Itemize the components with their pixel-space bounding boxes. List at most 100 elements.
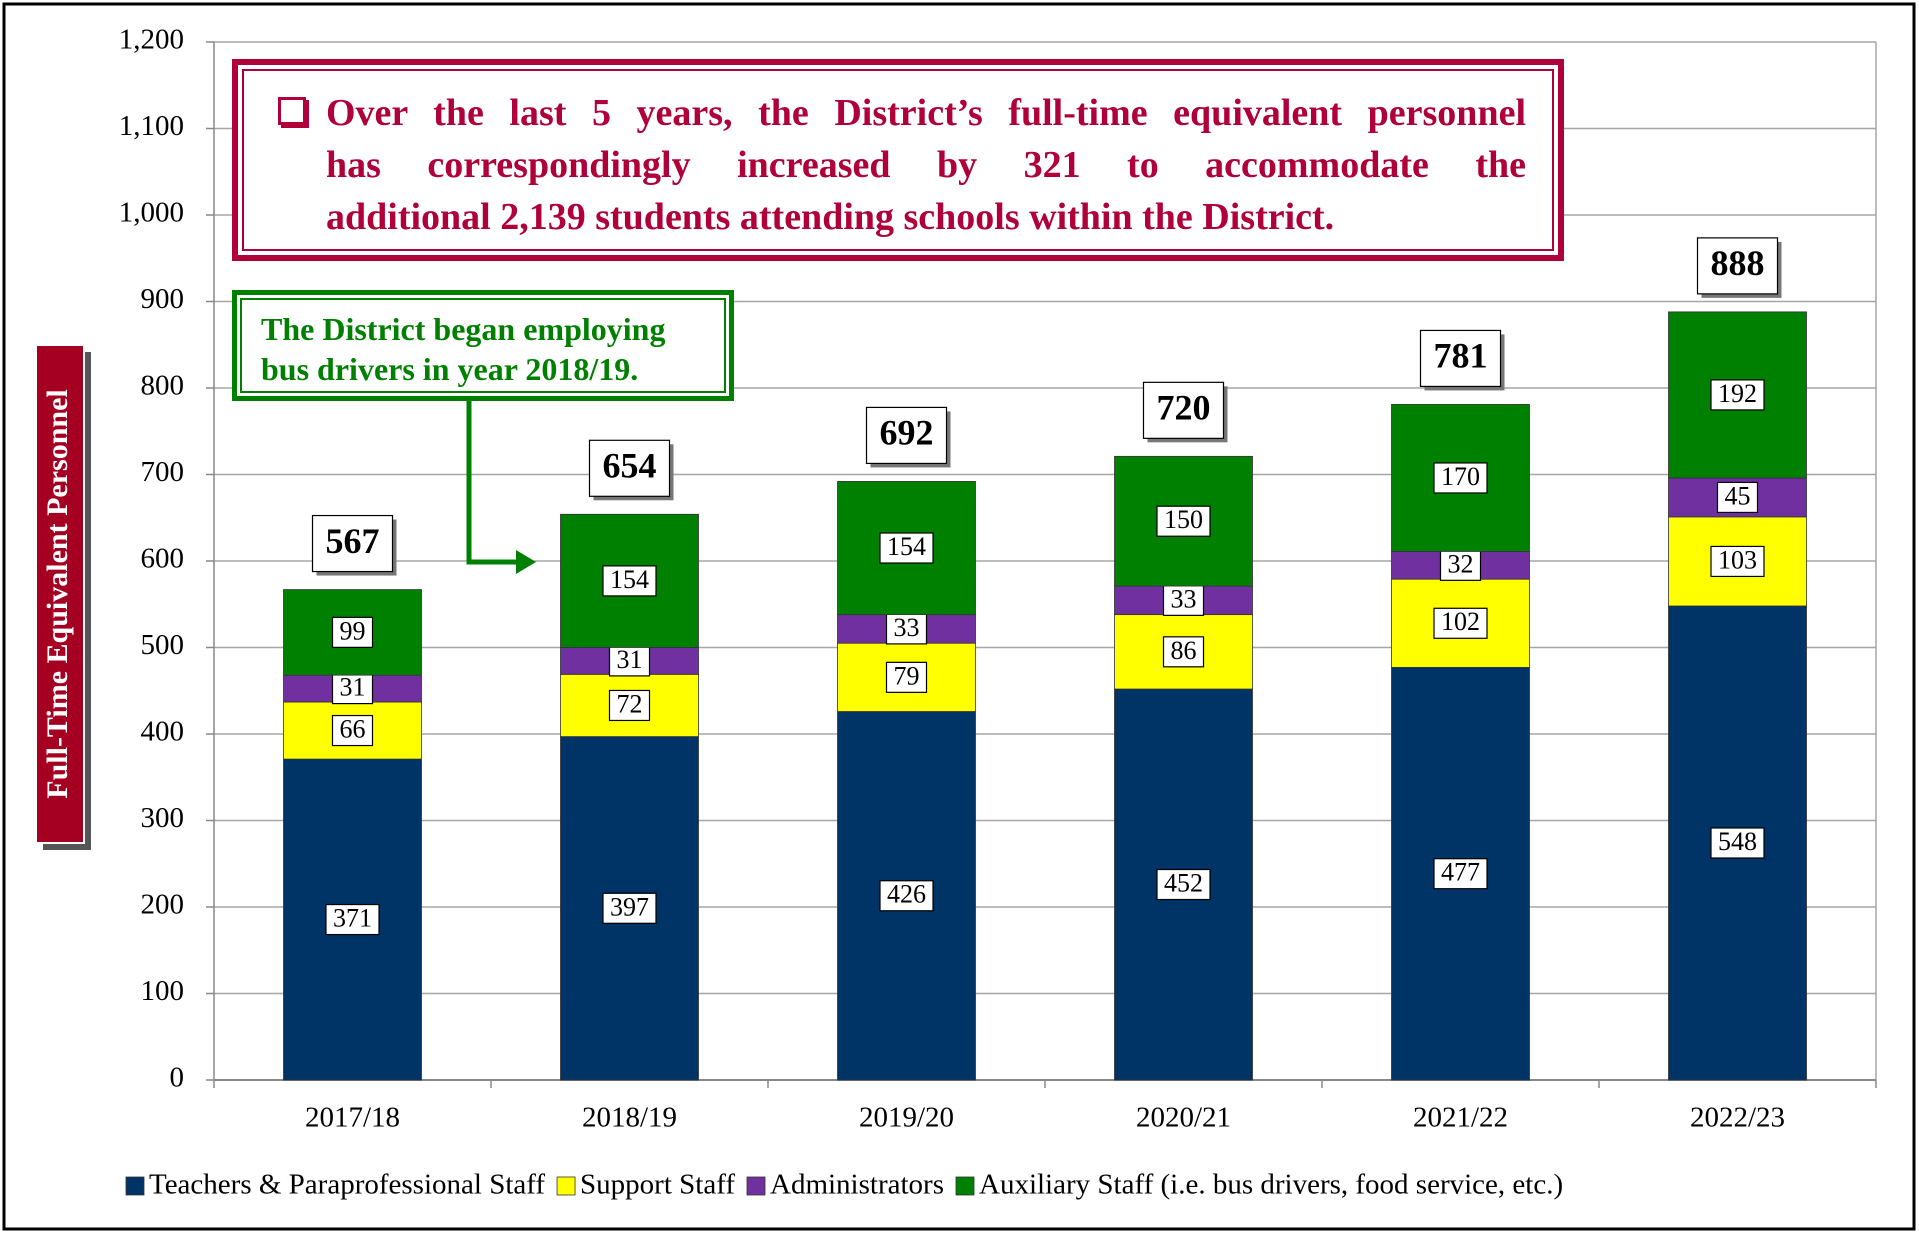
y-tick-label: 200 <box>141 889 185 921</box>
data-label: 31 <box>340 673 366 702</box>
y-tick-label: 1,000 <box>119 197 184 229</box>
data-label: 33 <box>1171 584 1197 613</box>
y-tick-label: 0 <box>170 1062 185 1094</box>
data-label: 66 <box>340 715 366 744</box>
headline-line: Over the last 5 years, the District’s fu… <box>326 92 1526 134</box>
y-tick-label: 300 <box>141 802 185 834</box>
label-box <box>1710 379 1765 411</box>
legend-label: Teachers & Paraprofessional Staff <box>149 1169 545 1201</box>
legend-label: Administrators <box>770 1169 944 1201</box>
y-tick-label: 800 <box>141 370 185 402</box>
data-label: 192 <box>1718 379 1757 408</box>
data-label: 371 <box>333 904 372 933</box>
label-box <box>1710 545 1765 578</box>
x-tick-label: 2019/20 <box>859 1102 954 1134</box>
label-box <box>1710 827 1765 859</box>
data-label: 103 <box>1718 545 1757 574</box>
data-label: 781 <box>1434 336 1488 376</box>
y-tick-label: 1,100 <box>119 110 184 142</box>
data-label: 397 <box>610 892 649 921</box>
y-tick-label: 1,200 <box>119 24 184 56</box>
y-tick-label: 600 <box>141 543 185 575</box>
y-tick-label: 500 <box>141 629 185 661</box>
label-box <box>1142 381 1225 439</box>
data-label: 72 <box>617 689 643 718</box>
y-axis-label: Full-Time Equivalent Personnel <box>41 389 74 798</box>
data-label: 720 <box>1157 388 1211 428</box>
headline-line: has correspondingly increased by 321 to … <box>326 144 1526 186</box>
label-box <box>885 613 928 645</box>
data-label: 33 <box>894 613 920 642</box>
data-label: 79 <box>894 661 920 690</box>
label-box <box>1419 329 1502 388</box>
label-box <box>588 439 671 497</box>
label-box <box>325 903 380 936</box>
data-label: 692 <box>880 413 934 453</box>
data-label: 150 <box>1164 505 1203 534</box>
headline-line: additional 2,139 students attending scho… <box>326 196 1335 238</box>
label-box <box>331 672 374 705</box>
y-tick-label: 100 <box>141 975 185 1007</box>
callout-line: The District began employing <box>261 311 666 347</box>
label-box <box>311 514 394 573</box>
data-label: 32 <box>1448 549 1474 578</box>
data-label: 86 <box>1171 636 1197 665</box>
bullet <box>278 97 306 125</box>
arrow-head <box>516 550 536 574</box>
headline-box: Over the last 5 years, the District’s fu… <box>232 59 1564 261</box>
data-label: 477 <box>1441 858 1480 887</box>
callout-arrow <box>466 401 520 565</box>
legend-swatch <box>125 1176 145 1196</box>
data-label: 888 <box>1711 243 1765 283</box>
callout-line: bus drivers in year 2018/19. <box>261 351 639 387</box>
x-tick-label: 2017/18 <box>305 1102 400 1134</box>
data-label: 99 <box>340 616 366 645</box>
x-tick-label: 2020/21 <box>1136 1102 1231 1134</box>
data-label: 654 <box>603 446 657 486</box>
data-label: 45 <box>1725 481 1751 510</box>
data-label: 452 <box>1164 868 1203 897</box>
data-label: 567 <box>326 521 380 561</box>
label-box <box>331 616 374 648</box>
y-tick-label: 400 <box>141 716 185 748</box>
legend-label: Support Staff <box>580 1169 735 1201</box>
label-box <box>1433 607 1488 639</box>
label-box <box>608 645 651 677</box>
data-label: 154 <box>610 565 649 594</box>
label-box <box>1156 505 1211 537</box>
label-box <box>879 880 934 912</box>
label-box <box>1162 636 1205 668</box>
y-tick-label: 900 <box>141 283 185 315</box>
label-box <box>865 406 948 465</box>
label-box <box>1433 858 1488 890</box>
x-tick-label: 2021/22 <box>1413 1102 1508 1134</box>
label-box <box>1162 584 1205 616</box>
x-tick-label: 2018/19 <box>582 1102 677 1134</box>
label-box <box>331 714 374 747</box>
y-label-box <box>35 344 85 844</box>
callout-box: The District began employing bus drivers… <box>232 290 734 401</box>
y-tick-label: 700 <box>141 456 185 488</box>
label-box <box>879 532 934 564</box>
data-label: 426 <box>887 880 926 909</box>
label-box <box>1433 462 1488 494</box>
label-box <box>885 661 928 693</box>
legend-swatch <box>955 1176 975 1196</box>
data-label: 170 <box>1441 462 1480 491</box>
label-box <box>602 892 657 924</box>
data-label: 154 <box>887 532 926 561</box>
x-tick-label: 2022/23 <box>1690 1102 1785 1134</box>
label-box <box>602 565 657 597</box>
label-box <box>1156 868 1211 901</box>
legend-label: Auxiliary Staff (i.e. bus drivers, food … <box>979 1169 1563 1201</box>
data-label: 102 <box>1441 607 1480 636</box>
legend-swatch <box>556 1176 576 1196</box>
data-label: 31 <box>617 645 643 674</box>
label-box <box>1716 481 1759 514</box>
data-label: 548 <box>1718 827 1757 856</box>
label-box <box>608 689 651 722</box>
label-box <box>1696 237 1779 295</box>
